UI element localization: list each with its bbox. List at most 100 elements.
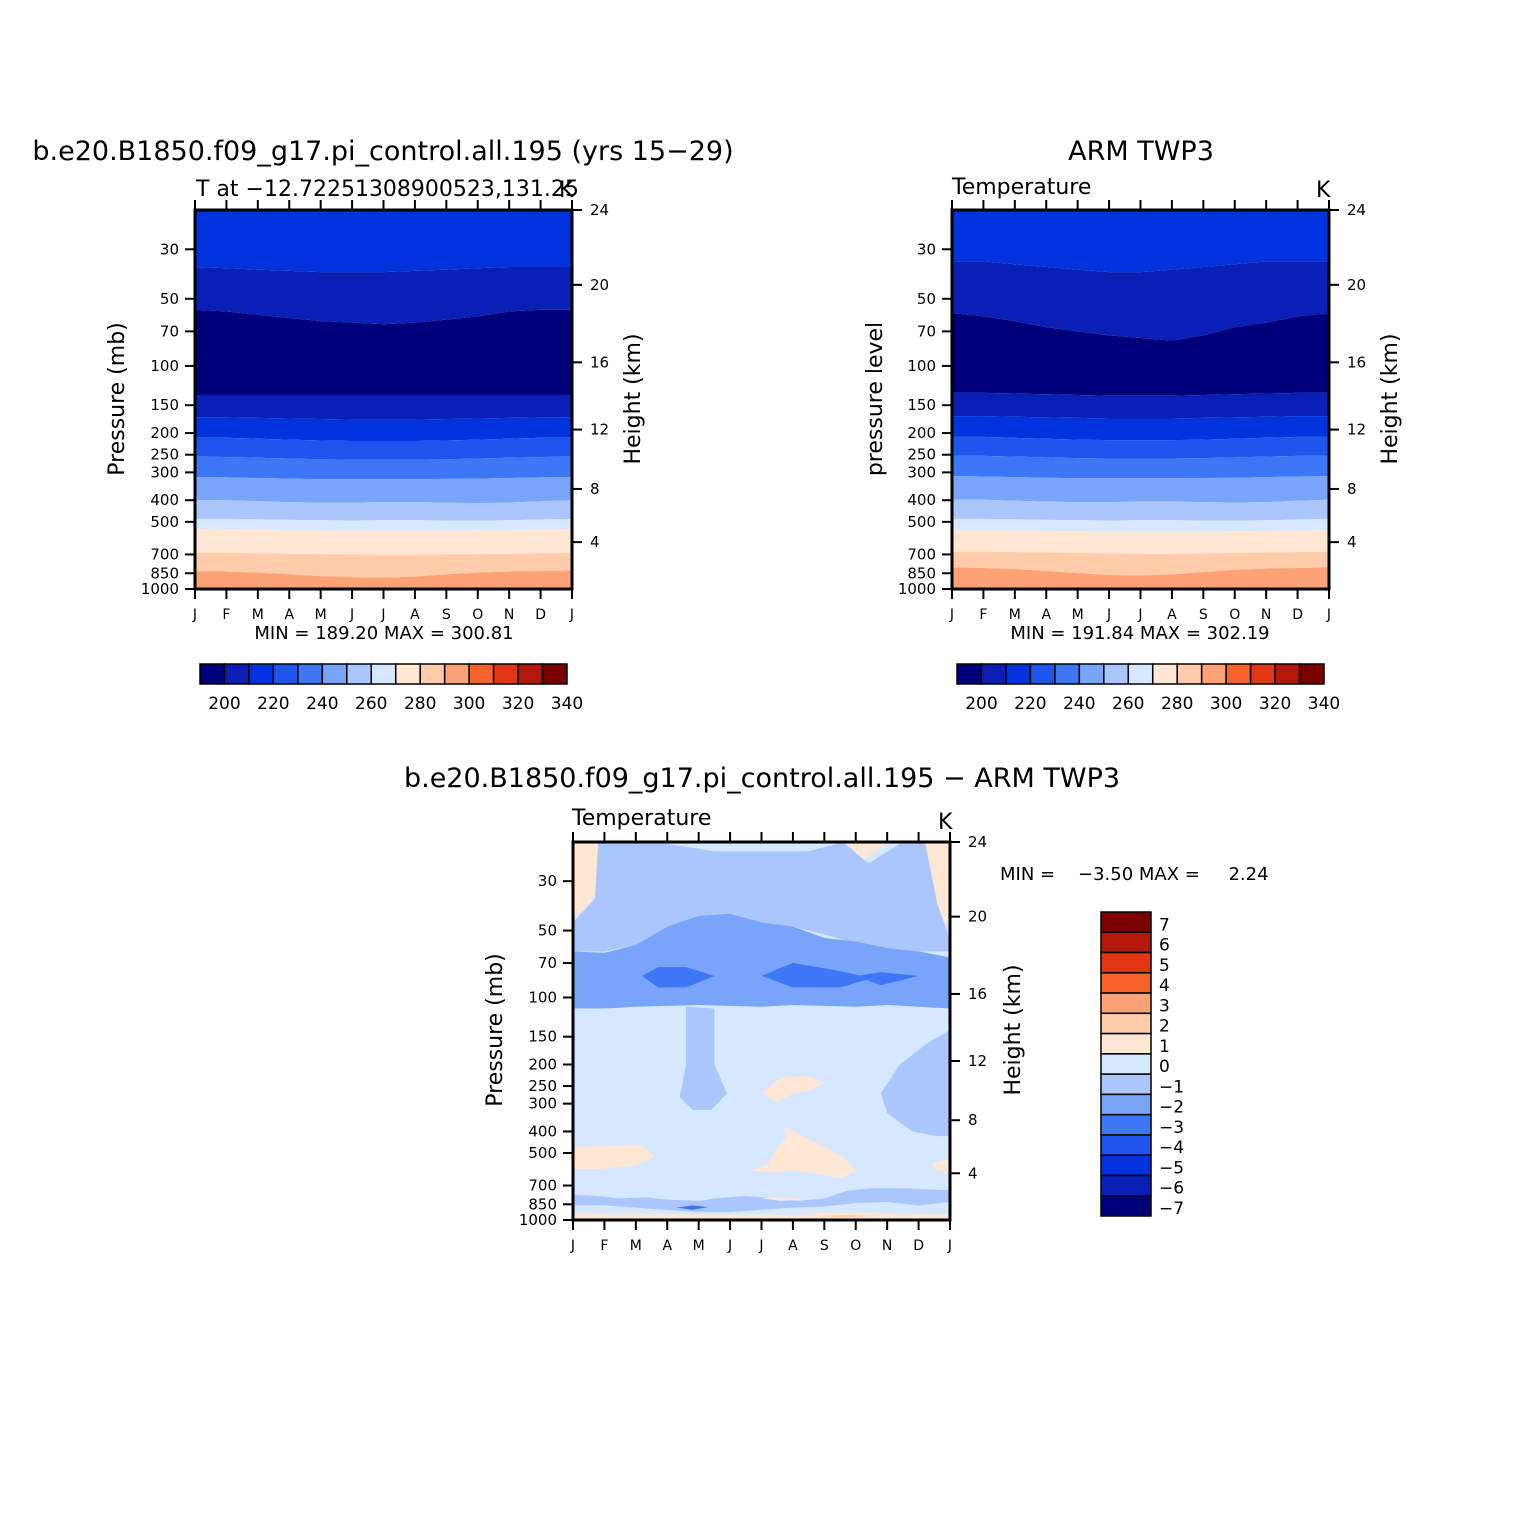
y-tick-label: 500 xyxy=(150,513,179,531)
y-tick-label: 1000 xyxy=(519,1211,557,1229)
y-tick-label: 100 xyxy=(150,357,179,375)
colorbar-swatch xyxy=(394,663,421,685)
x-tick-label: N xyxy=(882,1238,892,1254)
contour-band xyxy=(952,499,1329,521)
contour-band xyxy=(952,567,1329,589)
y2-tick-label: 16 xyxy=(590,353,609,371)
colorbar-label: 220 xyxy=(257,694,289,714)
colorbar-label: 220 xyxy=(1014,694,1046,714)
contour-region xyxy=(676,1205,709,1210)
y-tick-label: 150 xyxy=(528,1028,557,1046)
contour-band xyxy=(195,394,572,420)
colorbar-label: −3 xyxy=(1159,1118,1184,1138)
y-tick-label: 70 xyxy=(160,322,179,340)
x-tick-label: J xyxy=(727,1238,732,1254)
colorbar-swatch xyxy=(1200,663,1227,685)
colorbar-swatch xyxy=(272,663,299,685)
y-tick-label: 50 xyxy=(917,290,936,308)
y-tick-label: 200 xyxy=(150,424,179,442)
panel-obs-ylabel-left: pressure level xyxy=(863,322,888,476)
colorbar-swatch xyxy=(468,663,495,685)
colorbar-label: −4 xyxy=(1159,1138,1184,1158)
contour-band xyxy=(952,261,1329,341)
y-tick-label: 1000 xyxy=(141,580,179,598)
colorbar-swatch xyxy=(1078,663,1105,685)
x-tick-label: J xyxy=(949,607,954,623)
colorbar-swatch xyxy=(248,663,275,685)
y-tick-label: 100 xyxy=(907,357,936,375)
colorbar-swatch xyxy=(1100,911,1152,934)
colorbar-swatch xyxy=(1274,663,1301,685)
x-tick-label: J xyxy=(570,1238,575,1254)
colorbar-swatch xyxy=(1100,1174,1152,1197)
y-tick-label: 1000 xyxy=(898,580,936,598)
y-tick-label: 300 xyxy=(150,463,179,481)
y-tick-label: 30 xyxy=(160,240,179,258)
colorbar-swatch xyxy=(419,663,446,685)
y2-tick-label: 24 xyxy=(590,201,609,219)
contour-region xyxy=(573,1188,950,1212)
colorbar-swatch xyxy=(1100,1194,1152,1217)
y2-tick-label: 12 xyxy=(968,1052,987,1070)
contour-region xyxy=(761,963,872,988)
x-tick-label: A xyxy=(1167,607,1177,623)
contour-fill-diff xyxy=(573,842,950,1220)
y2-tick-label: 16 xyxy=(968,985,987,1003)
colorbar-swatch xyxy=(321,663,348,685)
contour-band xyxy=(195,553,572,578)
y2-tick-label: 20 xyxy=(1347,276,1366,294)
x-tick-label: N xyxy=(1261,607,1271,623)
contour-band xyxy=(195,437,572,460)
y2-tick-label: 24 xyxy=(1347,201,1366,219)
colorbar-label: 260 xyxy=(355,694,387,714)
contour-fill-obs xyxy=(952,210,1329,589)
x-tick-label: S xyxy=(1199,607,1208,623)
x-tick-label: J xyxy=(1326,607,1331,623)
contour-region xyxy=(880,1030,950,1137)
y-tick-label: 70 xyxy=(538,954,557,972)
x-tick-label: M xyxy=(315,607,327,623)
x-tick-label: D xyxy=(535,607,546,623)
y2-tick-label: 24 xyxy=(968,833,987,851)
x-tick-label: M xyxy=(252,607,264,623)
contour-band xyxy=(195,570,572,589)
y-tick-label: 250 xyxy=(528,1077,557,1095)
colorbar-obs: 200 220 240 260 280 300 320 340 xyxy=(956,663,1340,714)
x-tick-label: F xyxy=(222,607,230,623)
contour-band xyxy=(952,476,1329,503)
colorbar-label: 300 xyxy=(1210,694,1242,714)
contour-region xyxy=(818,1215,875,1218)
y-tick-label: 300 xyxy=(528,1095,557,1113)
contour-band xyxy=(195,500,572,521)
colorbar-swatch xyxy=(492,663,519,685)
panel-model-stats: MIN = 189.20 MAX = 300.81 xyxy=(254,623,513,644)
y-tick-label: 70 xyxy=(917,322,936,340)
contour-band xyxy=(952,416,1329,441)
x-tick-label: D xyxy=(913,1238,924,1254)
colorbar-model: 200 220 240 260 280 300 320 340 xyxy=(199,663,583,714)
contour-band xyxy=(952,436,1329,459)
contour-region xyxy=(573,842,950,952)
panel-obs: ARM TWP3 Temperature K J F M A M J J A S O N D J 30 50… xyxy=(863,136,1403,714)
colorbar-label: −1 xyxy=(1159,1077,1184,1097)
y-tick-label: 700 xyxy=(528,1177,557,1195)
y-tick-label: 500 xyxy=(907,513,936,531)
colorbar-label: 240 xyxy=(1063,694,1095,714)
y2-tick-label: 20 xyxy=(968,908,987,926)
x-tick-label: F xyxy=(979,607,987,623)
colorbar-label: −2 xyxy=(1159,1098,1184,1118)
contour-band xyxy=(195,210,572,273)
y-tick-label: 850 xyxy=(150,564,179,582)
contour-band xyxy=(952,210,1329,273)
panel-obs-units: K xyxy=(1316,178,1331,203)
y-tick-label: 250 xyxy=(150,446,179,464)
x-tick-label: M xyxy=(630,1238,642,1254)
x-tick-label: O xyxy=(850,1238,861,1254)
colorbar-label: 280 xyxy=(1161,694,1193,714)
y-tick-label: 30 xyxy=(917,240,936,258)
contour-band xyxy=(195,266,572,325)
panel-obs-subtitle: Temperature xyxy=(951,175,1091,200)
colorbar-swatch xyxy=(1298,663,1325,685)
